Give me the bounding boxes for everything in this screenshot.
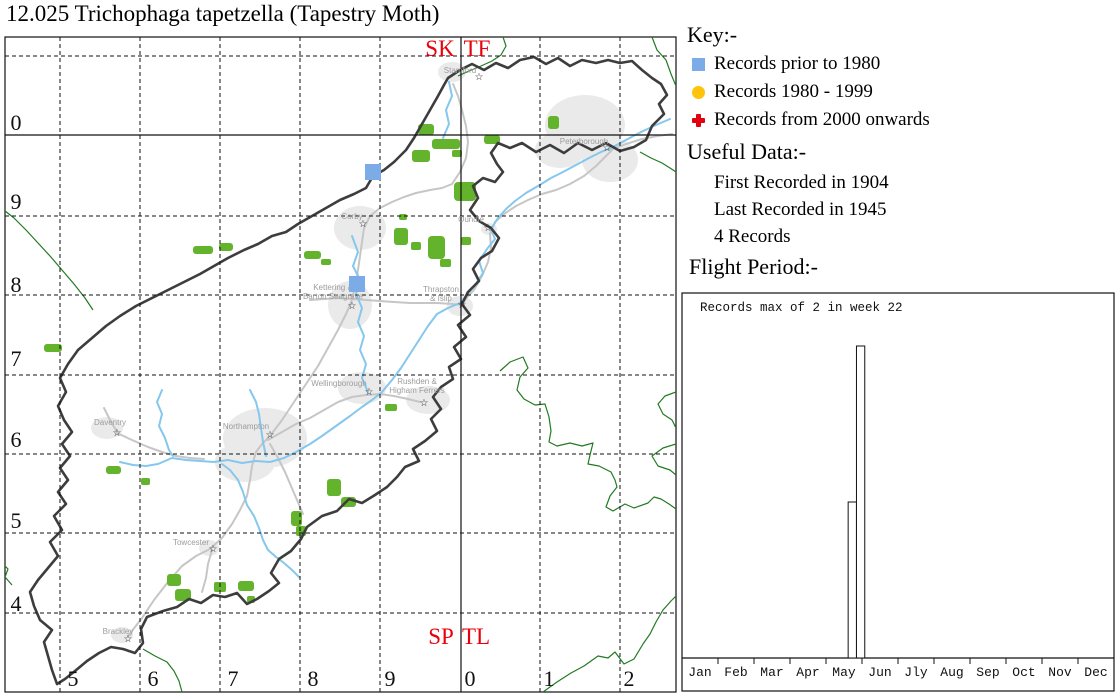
bottom-axis-label: 1 (544, 666, 555, 691)
grid-letter-tl: TL (462, 624, 490, 649)
flight-chart-caption: Records max of 2 in week 22 (700, 301, 903, 315)
bottom-axis-label: 9 (385, 666, 396, 691)
left-axis-label: 7 (11, 346, 22, 371)
left-axis-label: 9 (11, 189, 22, 214)
town-label: Thrapston (423, 285, 459, 294)
vc-boundary-lines (5, 37, 676, 692)
flight-chart-month-ticks (717, 658, 1079, 664)
left-axis-label: 0 (11, 110, 22, 135)
town-star-icon: ☆ (359, 219, 368, 230)
bottom-axis-label: 8 (308, 666, 319, 691)
county-boundary (28, 55, 669, 686)
red-cross-icon (692, 113, 705, 127)
towns-layer: Stamford☆Peterborough☆Corby☆ Oundle☆Kette… (94, 66, 612, 645)
month-label: Jun (868, 665, 891, 680)
rivers (119, 81, 671, 578)
bottom-axis-label: 6 (148, 666, 159, 691)
month-label: Jan (688, 665, 711, 680)
flight-period-bar-week-21 (847, 501, 857, 659)
month-label: Feb (724, 665, 747, 680)
town-label: Higham Ferrers (389, 386, 445, 395)
page-title: 12.025 Trichophaga tapetzella (Tapestry … (6, 1, 440, 26)
month-label: Dec (1084, 665, 1107, 680)
month-label: Mar (760, 665, 783, 680)
grid-letter-tf: TF (464, 36, 491, 61)
town-label: Northampton (223, 422, 269, 431)
flight-chart-bars (847, 345, 866, 659)
bottom-axis-label: 5 (68, 666, 79, 691)
blue-square-icon (692, 57, 705, 71)
record-markers-layer (349, 164, 381, 292)
grid-letter-sp: SP (428, 624, 454, 649)
record-count-line: 4 Records (714, 226, 791, 247)
town-star-icon: ☆ (113, 428, 122, 439)
town-star-icon: ☆ (209, 544, 218, 555)
yellow-circle-icon (692, 85, 705, 99)
bottom-axis-label: 0 (465, 666, 476, 691)
month-label: Apr (796, 665, 819, 680)
grid-letter-sk: SK (425, 36, 455, 61)
flight-chart-frame (681, 292, 1115, 692)
month-label: May (832, 665, 856, 680)
town-star-icon: ☆ (124, 634, 133, 645)
left-axis-label: 8 (11, 272, 22, 297)
town-label: Wellingborough (311, 379, 366, 388)
town-star-icon: ☆ (365, 387, 374, 398)
town-star-icon: ☆ (420, 398, 429, 409)
town-label: Kettering & (313, 283, 353, 292)
town-label: Barton Seagrave (303, 292, 364, 301)
town-star-icon: ☆ (266, 430, 275, 441)
left-axis-label: 6 (11, 427, 22, 452)
key-item-1980-1999: Records 1980 - 1999 (692, 81, 873, 103)
record-marker-pre1980 (349, 276, 365, 292)
key-item-2000-onwards: Records from 2000 onwards (692, 109, 930, 131)
town-label: Peterborough (560, 137, 608, 146)
roads (103, 83, 673, 637)
key-item-pre1980: Records prior to 1980 (692, 53, 880, 75)
town-star-icon: ☆ (348, 301, 357, 312)
town-star-icon: ☆ (484, 223, 493, 234)
town-label: Oundle (458, 215, 484, 224)
flight-period-bar-week-22 (855, 345, 866, 659)
key-heading: Key:- (687, 22, 738, 47)
flight-period-heading: Flight Period:- (689, 254, 818, 279)
left-axis-label: 5 (11, 508, 22, 533)
useful-data-heading: Useful Data:- (687, 139, 807, 164)
key-item-label: Records prior to 1980 (714, 53, 881, 74)
month-label: Oct (1012, 665, 1035, 680)
month-label: Jly (904, 665, 928, 680)
town-label: Corby (341, 212, 362, 221)
bottom-axis-label: 7 (228, 666, 239, 691)
town-label: Brackley (103, 627, 134, 636)
town-label: Stamford (444, 66, 476, 75)
first-recorded-line: First Recorded in 1904 (714, 172, 889, 193)
town-label: & Islip (430, 294, 452, 303)
town-label: Daventry (94, 418, 126, 427)
bottom-axis-label: 2 (624, 666, 635, 691)
town-star-icon: ☆ (603, 143, 612, 154)
key-item-label: Records from 2000 onwards (714, 109, 930, 130)
town-star-icon: ☆ (458, 300, 467, 311)
record-marker-pre1980 (365, 164, 381, 180)
woodland-patches (44, 116, 559, 603)
town-label: Rushden & (397, 377, 437, 386)
last-recorded-line: Last Recorded in 1945 (714, 199, 887, 220)
town-label: Towcester (173, 538, 209, 547)
month-label: Sep (976, 665, 999, 680)
key-item-label: Records 1980 - 1999 (714, 81, 873, 102)
left-axis-label: 4 (11, 591, 22, 616)
map-features (5, 37, 676, 692)
month-label: Aug (940, 665, 963, 680)
town-star-icon: ☆ (475, 72, 484, 83)
month-label: Nov (1048, 665, 1072, 680)
